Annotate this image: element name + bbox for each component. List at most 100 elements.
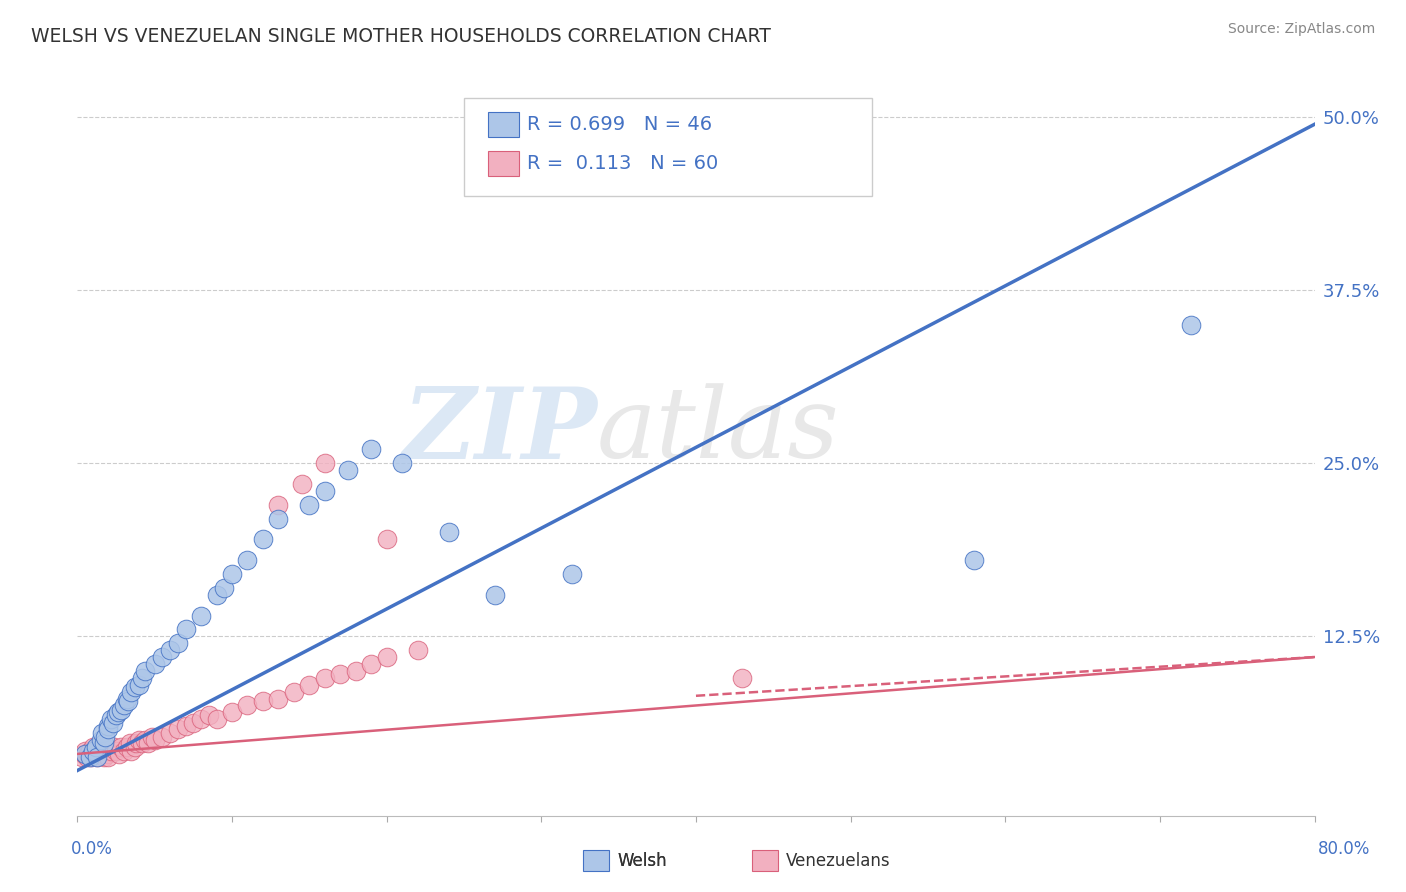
Point <box>93 736 115 750</box>
Point <box>115 691 138 706</box>
Point <box>86 749 108 764</box>
Text: atlas: atlas <box>598 384 839 479</box>
Point <box>82 744 104 758</box>
Text: Welsh: Welsh <box>617 852 666 870</box>
Point <box>100 744 122 758</box>
Point <box>344 664 367 678</box>
Point <box>391 456 413 470</box>
Point <box>110 739 132 754</box>
Point <box>100 712 122 726</box>
Point <box>97 722 120 736</box>
Point <box>221 567 243 582</box>
Text: 80.0%: 80.0% <box>1317 840 1371 858</box>
Point <box>174 719 197 733</box>
Point <box>91 747 114 761</box>
Point <box>128 678 150 692</box>
Text: WELSH VS VENEZUELAN SINGLE MOTHER HOUSEHOLDS CORRELATION CHART: WELSH VS VENEZUELAN SINGLE MOTHER HOUSEH… <box>31 27 770 45</box>
Point <box>731 671 754 685</box>
Point <box>87 739 110 754</box>
Point <box>267 691 290 706</box>
Point <box>221 706 243 720</box>
Point <box>112 744 135 758</box>
Point <box>97 719 120 733</box>
Point <box>97 749 120 764</box>
Point <box>167 722 190 736</box>
Point <box>128 733 150 747</box>
Point <box>75 744 96 758</box>
Text: Source: ZipAtlas.com: Source: ZipAtlas.com <box>1227 22 1375 37</box>
Point <box>125 736 148 750</box>
Text: Venezuelans: Venezuelans <box>786 852 890 870</box>
Point <box>77 747 100 761</box>
Point <box>115 739 138 754</box>
Point <box>84 747 107 761</box>
Point <box>174 623 197 637</box>
Point <box>80 749 103 764</box>
Point <box>1180 318 1202 332</box>
Point <box>105 744 127 758</box>
Text: R = 0.699   N = 46: R = 0.699 N = 46 <box>527 115 713 135</box>
Point <box>167 636 190 650</box>
Text: 0.0%: 0.0% <box>70 840 112 858</box>
Point <box>94 731 117 745</box>
Point <box>963 553 986 567</box>
Point <box>138 736 160 750</box>
Point <box>152 650 174 665</box>
Point <box>561 567 583 582</box>
Point <box>91 726 114 740</box>
Point <box>183 716 205 731</box>
Point <box>75 747 96 761</box>
Point <box>83 744 105 758</box>
Point <box>72 747 94 761</box>
Point <box>131 671 153 685</box>
Point <box>329 666 352 681</box>
Point <box>283 684 305 698</box>
Point <box>117 694 139 708</box>
Point <box>375 650 398 665</box>
Point <box>236 553 259 567</box>
Point <box>252 533 274 547</box>
Point <box>110 703 132 717</box>
Point <box>205 588 228 602</box>
Point <box>121 744 143 758</box>
Point <box>190 712 212 726</box>
Point <box>159 643 181 657</box>
Point <box>134 664 156 678</box>
Point <box>267 511 290 525</box>
Point <box>84 739 107 754</box>
Point <box>112 698 135 713</box>
Point <box>314 483 336 498</box>
Point <box>79 749 101 764</box>
Point <box>103 739 125 754</box>
Point <box>76 749 98 764</box>
Point <box>79 744 101 758</box>
Point <box>159 726 181 740</box>
Point <box>105 708 127 723</box>
Point <box>314 671 336 685</box>
Text: R =  0.113   N = 60: R = 0.113 N = 60 <box>527 153 718 173</box>
Point <box>360 657 382 671</box>
Point <box>121 684 143 698</box>
Point <box>267 498 290 512</box>
Point <box>90 733 111 747</box>
Point <box>101 716 124 731</box>
Point <box>141 731 163 745</box>
Point <box>298 678 321 692</box>
Point <box>484 588 506 602</box>
Point <box>107 706 129 720</box>
Point <box>124 681 146 695</box>
Point <box>90 744 111 758</box>
Point <box>143 733 166 747</box>
Point <box>82 739 104 754</box>
Point <box>198 708 221 723</box>
Point <box>205 712 228 726</box>
Point <box>96 747 118 761</box>
Point <box>131 736 153 750</box>
Text: ZIP: ZIP <box>402 383 598 479</box>
Text: Welsh: Welsh <box>617 852 666 870</box>
Point <box>437 525 460 540</box>
Point <box>118 736 141 750</box>
Point <box>291 477 314 491</box>
Point <box>314 456 336 470</box>
Point <box>152 731 174 745</box>
